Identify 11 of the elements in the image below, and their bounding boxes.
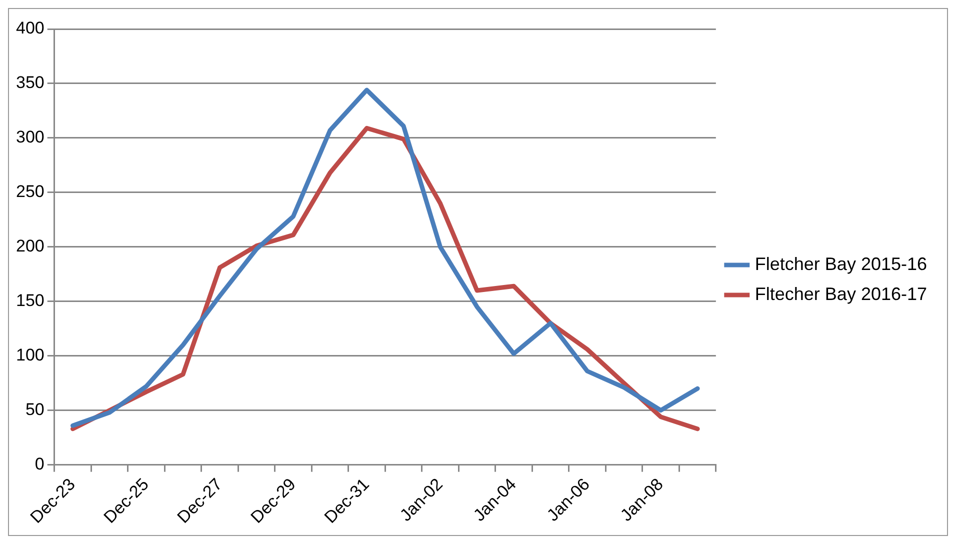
y-tick-label: 250 (16, 182, 44, 202)
y-tick-label: 200 (16, 236, 44, 256)
y-tick-label: 100 (16, 346, 44, 365)
y-tick-label: 150 (16, 291, 44, 310)
legend-label: Fltecher Bay 2016-17 (754, 284, 928, 304)
y-tick-label: 0 (34, 454, 44, 474)
y-tick-label: 350 (16, 73, 44, 92)
y-tick-label: 50 (25, 400, 44, 420)
legend-label: Fletcher Bay 2015-16 (754, 254, 928, 274)
y-tick-label: 300 (16, 128, 44, 147)
y-tick-label: 400 (16, 18, 44, 38)
